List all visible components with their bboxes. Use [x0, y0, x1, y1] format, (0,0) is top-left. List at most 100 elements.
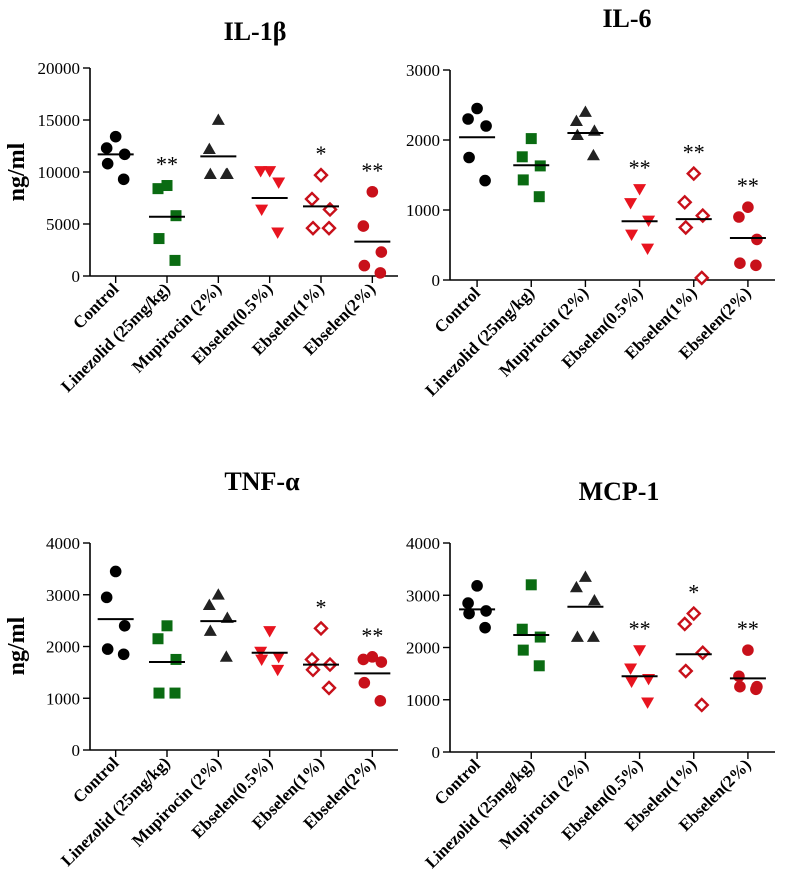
data-point: [305, 662, 321, 678]
data-point: [220, 611, 234, 623]
data-point: [677, 616, 693, 632]
series-group: [459, 580, 496, 634]
data-point: [313, 167, 329, 183]
data-point: [211, 113, 225, 125]
series-group: [200, 113, 237, 179]
data-point: [480, 605, 492, 617]
y-tick-label: 3000: [406, 61, 440, 80]
significance-marker: *: [316, 141, 327, 166]
data-point: [742, 644, 754, 656]
data-point: [462, 597, 474, 609]
y-tick-label: 4000: [406, 534, 440, 553]
data-point: [170, 210, 182, 222]
data-point: [263, 166, 277, 178]
data-point: [695, 645, 711, 661]
data-point: [533, 191, 545, 203]
data-point: [534, 631, 546, 643]
y-tick-label: 0: [432, 743, 441, 762]
data-point: [479, 174, 491, 187]
data-point: [641, 697, 655, 709]
data-point: [219, 167, 233, 179]
y-tick-label: 5000: [46, 215, 80, 234]
data-point: [678, 663, 694, 679]
data-point: [321, 220, 337, 236]
data-point: [255, 654, 269, 666]
series-group: [251, 166, 288, 239]
data-point: [374, 267, 387, 279]
series-group: **: [149, 152, 185, 266]
data-point: [742, 201, 754, 213]
data-point: [203, 624, 217, 636]
y-axis-label: ng/ml: [4, 616, 30, 675]
data-point: [633, 645, 647, 657]
series-group: [97, 565, 134, 661]
x-category-label: Mupirocin (2%): [128, 279, 225, 376]
data-point: [578, 570, 592, 582]
data-point: [694, 270, 710, 286]
data-point: [358, 676, 371, 689]
y-tick-label: 10000: [38, 163, 81, 182]
significance-marker: **: [683, 140, 705, 165]
x-category-label: Mupirocin (2%): [128, 753, 225, 850]
data-point: [117, 173, 130, 186]
data-point: [305, 220, 321, 236]
data-point: [272, 177, 286, 189]
data-point: [203, 167, 217, 179]
data-point: [533, 660, 545, 672]
series-group: [459, 102, 496, 187]
data-point: [271, 664, 285, 677]
data-point: [101, 643, 114, 655]
data-point: [100, 591, 113, 604]
chart-title: IL-1β: [224, 17, 287, 46]
series-group: **: [675, 140, 712, 286]
chart-title: MCP-1: [579, 477, 660, 506]
series-group: **: [354, 623, 391, 707]
series-group: [567, 570, 604, 642]
data-point: [517, 644, 529, 656]
series-group: *: [675, 580, 712, 713]
chart-title: IL-6: [602, 4, 651, 33]
data-point: [169, 687, 181, 699]
data-point: [516, 151, 528, 163]
data-point: [202, 598, 216, 610]
chart-title: TNF-α: [224, 467, 300, 496]
data-point: [587, 124, 601, 136]
data-point: [374, 695, 387, 707]
y-tick-label: 0: [432, 271, 441, 290]
significance-marker: **: [361, 623, 383, 648]
data-point: [479, 621, 491, 634]
x-category-label: Control: [431, 283, 484, 336]
series-group: [97, 130, 134, 186]
data-point: [375, 656, 388, 668]
chart-panel-3: TNF-αng/ml01000200030004000ControlLinezo…: [4, 467, 398, 870]
series-group: *: [303, 141, 339, 236]
data-point: [517, 174, 529, 186]
y-tick-label: 0: [72, 741, 81, 760]
series-group: *: [303, 594, 339, 696]
data-point: [118, 620, 131, 632]
data-point: [153, 687, 165, 699]
data-point: [366, 651, 379, 663]
data-point: [202, 142, 216, 154]
data-point: [169, 254, 181, 266]
data-point: [161, 180, 173, 192]
data-point: [586, 630, 600, 642]
data-point: [462, 113, 474, 125]
data-point: [480, 120, 492, 132]
y-tick-label: 1000: [406, 201, 440, 220]
y-tick-label: 4000: [46, 534, 80, 553]
series-group: [567, 105, 604, 161]
data-point: [271, 227, 285, 239]
series-group: **: [729, 616, 766, 696]
y-tick-label: 2000: [406, 639, 440, 658]
series-group: [251, 626, 288, 677]
data-point: [255, 204, 269, 216]
data-point: [109, 130, 122, 143]
data-point: [586, 148, 600, 161]
data-point: [463, 151, 475, 164]
chart-panel-1: IL-1βng/ml05000100001500020000ControlLin…: [4, 17, 398, 396]
data-point: [569, 580, 583, 593]
data-point: [170, 653, 182, 665]
